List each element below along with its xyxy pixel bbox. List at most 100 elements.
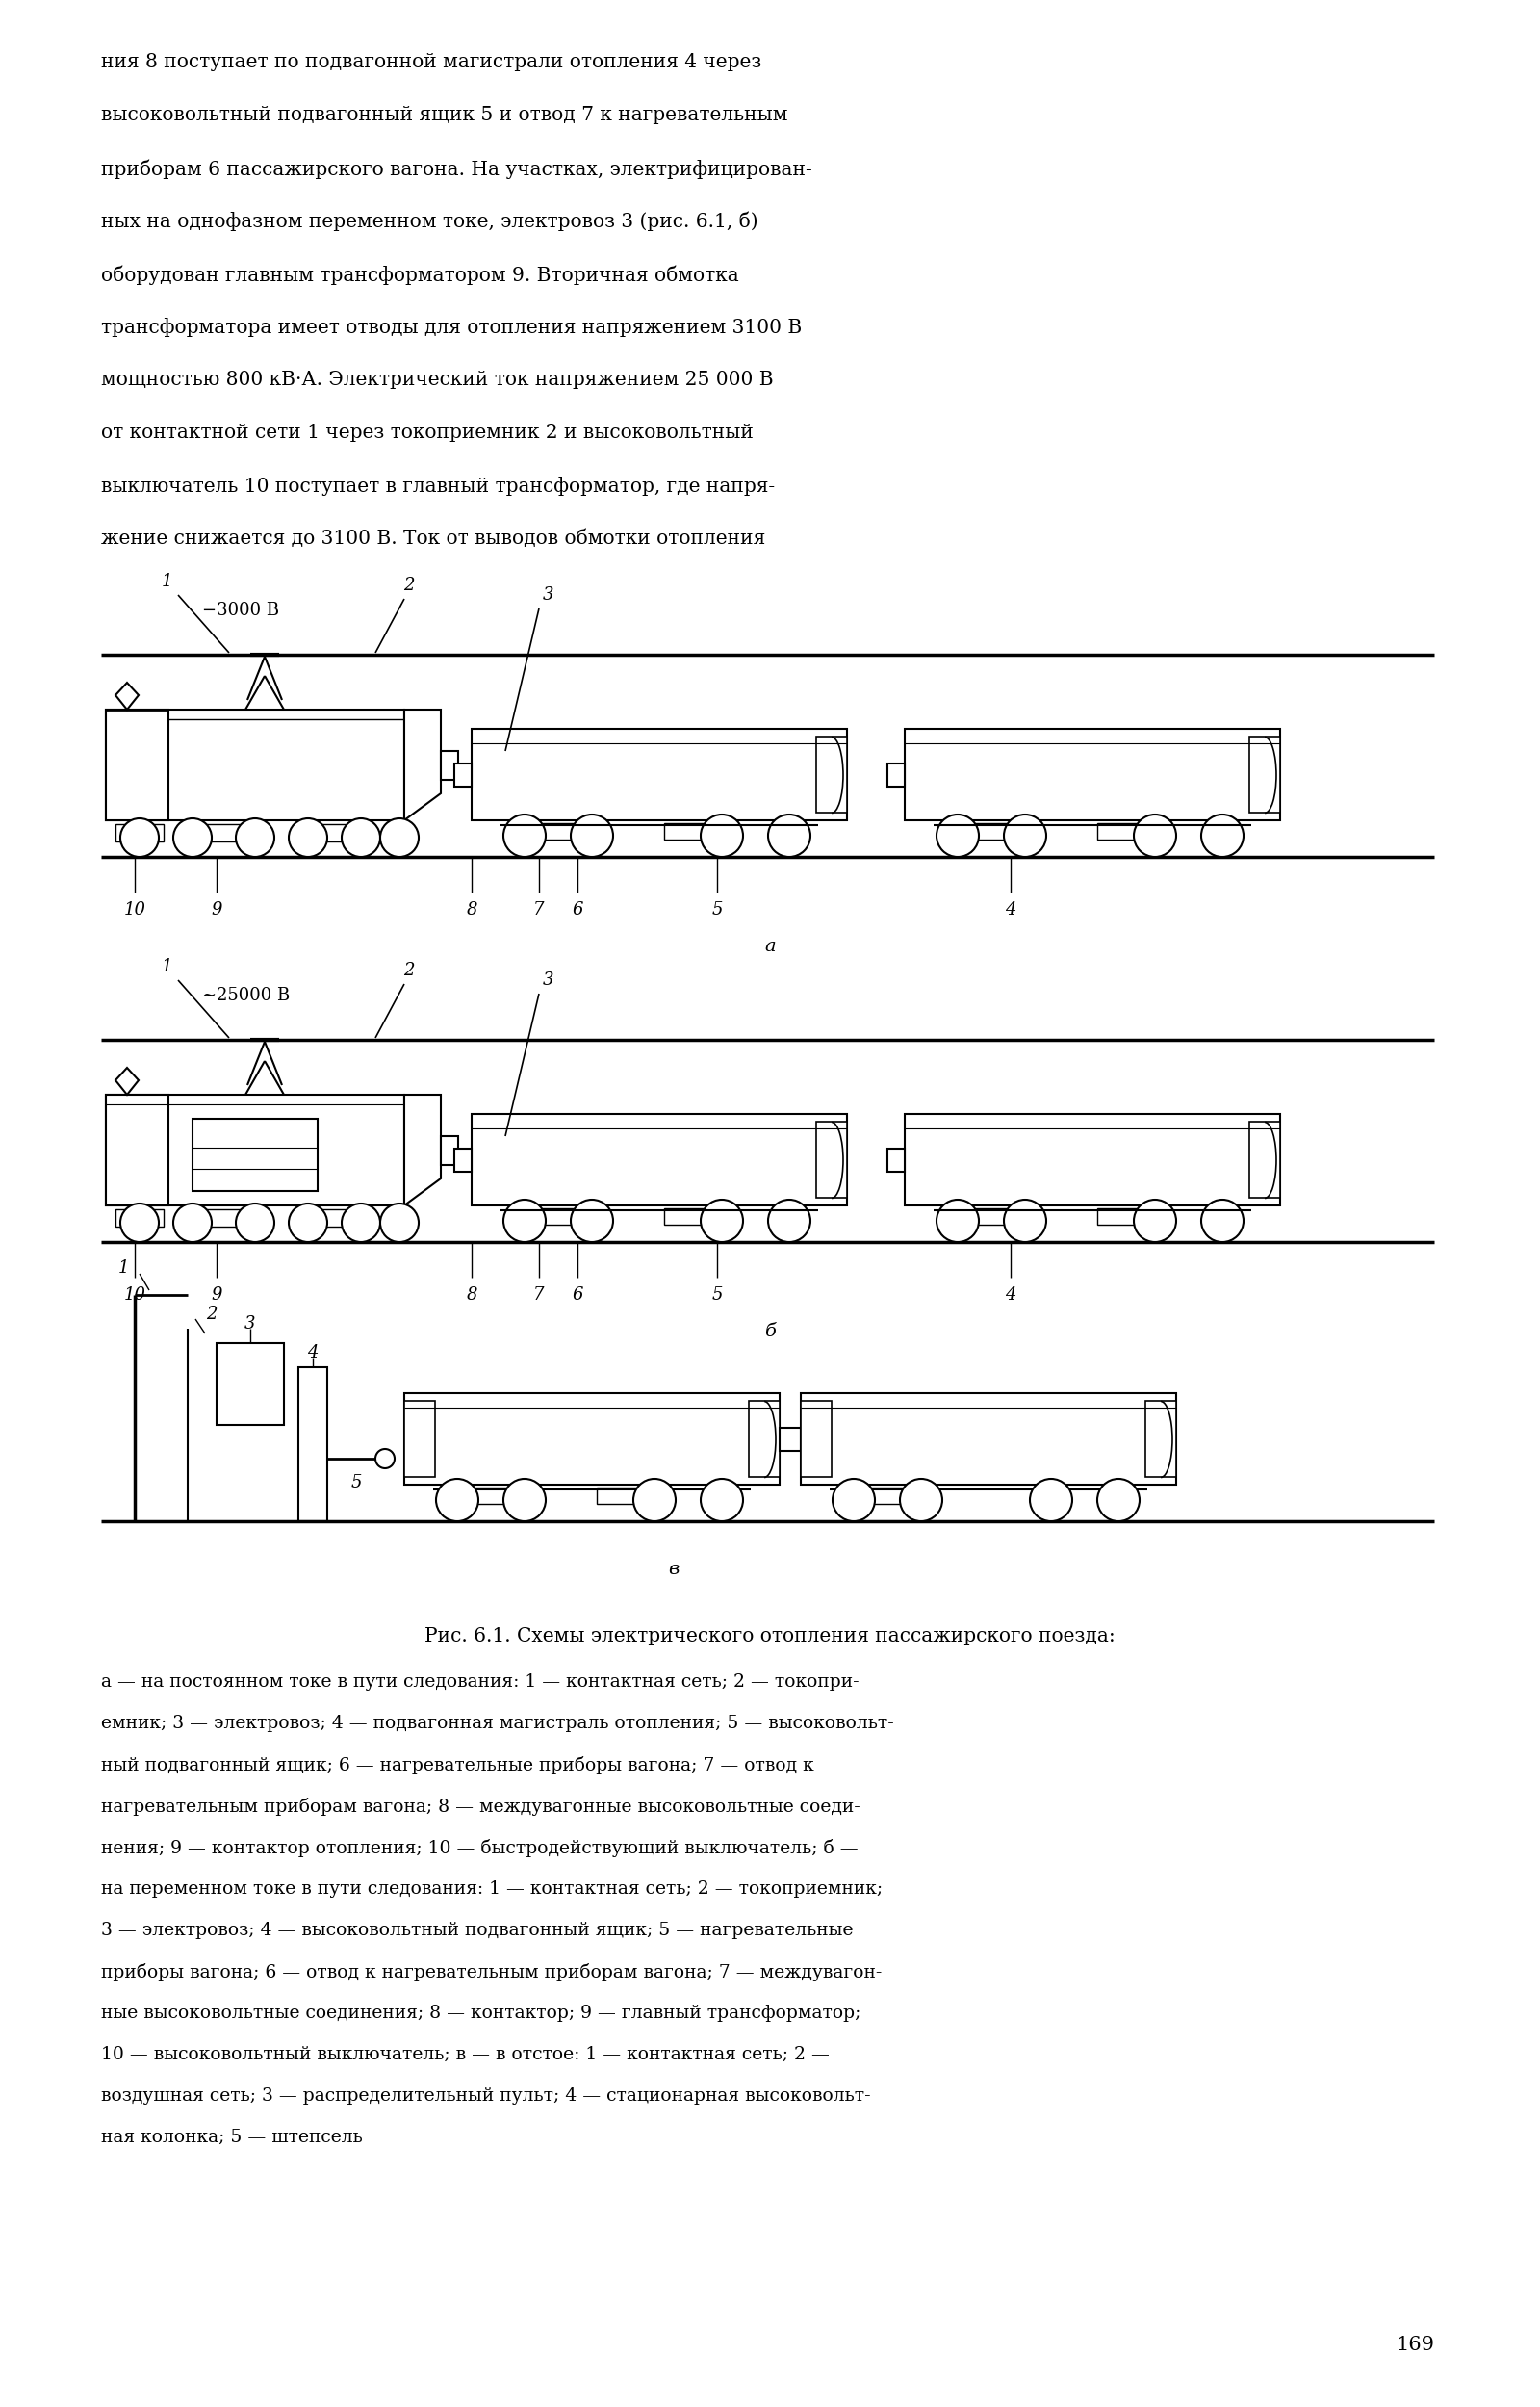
Circle shape — [380, 818, 419, 857]
Bar — [299, 1367, 326, 1521]
Bar — [202, 823, 260, 842]
Circle shape — [1201, 814, 1244, 857]
Circle shape — [172, 1204, 213, 1242]
Bar — [816, 1122, 847, 1199]
Circle shape — [833, 1478, 875, 1521]
Circle shape — [1096, 1478, 1140, 1521]
Text: −3000 В: −3000 В — [202, 602, 279, 619]
Bar — [779, 1427, 801, 1451]
Text: выключатель 10 поступает в главный трансформатор, где напря-: выключатель 10 поступает в главный транс… — [102, 477, 775, 496]
Bar — [1249, 737, 1280, 814]
Text: ~25000 В: ~25000 В — [202, 987, 290, 1004]
Circle shape — [504, 1478, 545, 1521]
Circle shape — [236, 1204, 274, 1242]
Bar — [106, 1095, 168, 1206]
Text: ный подвагонный ящик; 6 — нагревательные приборы вагона; 7 — отвод к: ный подвагонный ящик; 6 — нагревательные… — [102, 1757, 815, 1774]
Text: 2: 2 — [403, 578, 414, 595]
Circle shape — [1133, 1199, 1177, 1242]
Text: нагревательным приборам вагона; 8 — междувагонные высоковольтные соеди-: нагревательным приборам вагона; 8 — межд… — [102, 1798, 861, 1815]
Text: 8: 8 — [467, 1285, 477, 1305]
Bar — [816, 737, 847, 814]
Circle shape — [1030, 1478, 1072, 1521]
Bar — [217, 1343, 283, 1425]
Text: ных на однофазном переменном токе, электровоз 3 (рис. 6.1, б): ных на однофазном переменном токе, элект… — [102, 212, 758, 231]
Text: 2: 2 — [206, 1305, 217, 1324]
Circle shape — [172, 818, 213, 857]
Text: 5: 5 — [711, 900, 722, 919]
Bar — [801, 1394, 1177, 1485]
Text: б: б — [764, 1324, 776, 1341]
Bar — [471, 1488, 525, 1504]
Circle shape — [342, 1204, 380, 1242]
Text: 3: 3 — [245, 1314, 256, 1333]
Text: 4: 4 — [308, 1343, 319, 1362]
Circle shape — [120, 1204, 159, 1242]
Text: приборы вагона; 6 — отвод к нагревательным приборам вагона; 7 — междувагон-: приборы вагона; 6 — отвод к нагревательн… — [102, 1964, 882, 1981]
Bar — [440, 751, 459, 780]
Text: мощностью 800 кВ·А. Электрический ток напряжением 25 000 В: мощностью 800 кВ·А. Электрический ток на… — [102, 371, 773, 390]
Text: жение снижается до 3100 В. Ток от выводов обмотки отопления: жение снижается до 3100 В. Ток от выводо… — [102, 530, 765, 549]
Polygon shape — [116, 684, 139, 710]
Text: 8: 8 — [467, 900, 477, 919]
Bar — [906, 729, 1280, 821]
Text: 2: 2 — [403, 963, 414, 980]
Circle shape — [504, 1199, 545, 1242]
Circle shape — [701, 1199, 742, 1242]
Circle shape — [701, 814, 742, 857]
Circle shape — [571, 1199, 613, 1242]
Bar — [539, 823, 591, 840]
Circle shape — [936, 814, 979, 857]
Circle shape — [571, 814, 613, 857]
Bar — [454, 763, 471, 787]
Text: а: а — [764, 939, 776, 956]
Circle shape — [768, 1199, 810, 1242]
Bar — [972, 1208, 1026, 1225]
Text: на переменном токе в пути следования: 1 — контактная сеть; 2 — токоприемник;: на переменном токе в пути следования: 1 … — [102, 1880, 882, 1897]
Circle shape — [342, 818, 380, 857]
Polygon shape — [116, 1069, 139, 1095]
Text: 7: 7 — [533, 1285, 545, 1305]
Bar — [116, 1208, 163, 1228]
Circle shape — [1004, 1199, 1046, 1242]
Bar — [471, 1114, 847, 1206]
Circle shape — [899, 1478, 942, 1521]
Circle shape — [768, 814, 810, 857]
Text: 1: 1 — [162, 958, 172, 975]
Bar — [869, 1488, 921, 1504]
Text: 1: 1 — [162, 573, 172, 590]
Bar — [1096, 1208, 1150, 1225]
Text: 10: 10 — [123, 900, 146, 919]
Bar — [299, 823, 351, 842]
Bar — [106, 1095, 403, 1206]
Bar — [539, 1208, 591, 1225]
Circle shape — [1133, 814, 1177, 857]
Text: трансформатора имеет отводы для отопления напряжением 3100 В: трансформатора имеет отводы для отоплени… — [102, 318, 802, 337]
Bar — [299, 1208, 351, 1228]
Bar — [887, 763, 906, 787]
Bar — [664, 1208, 718, 1225]
Text: 10: 10 — [123, 1285, 146, 1305]
Text: приборам 6 пассажирского вагона. На участках, электрифицирован-: приборам 6 пассажирского вагона. На учас… — [102, 159, 812, 178]
Text: ния 8 поступает по подвагонной магистрали отопления 4 через: ния 8 поступает по подвагонной магистрал… — [102, 53, 762, 72]
Bar — [1146, 1401, 1177, 1478]
Text: ные высоковольтные соединения; 8 — контактор; 9 — главный трансформатор;: ные высоковольтные соединения; 8 — конта… — [102, 2005, 861, 2022]
Circle shape — [504, 814, 545, 857]
Bar — [801, 1401, 832, 1478]
Text: оборудован главным трансформатором 9. Вторичная обмотка: оборудован главным трансформатором 9. Вт… — [102, 265, 739, 284]
Text: от контактной сети 1 через токоприемник 2 и высоковольтный: от контактной сети 1 через токоприемник … — [102, 424, 753, 443]
Text: 4: 4 — [1006, 900, 1016, 919]
Circle shape — [936, 1199, 979, 1242]
Circle shape — [701, 1478, 742, 1521]
Text: высоковольтный подвагонный ящик 5 и отвод 7 к нагревательным: высоковольтный подвагонный ящик 5 и отво… — [102, 106, 788, 125]
Bar — [906, 1114, 1280, 1206]
Text: 10 — высоковольтный выключатель; в — в отстое: 1 — контактная сеть; 2 —: 10 — высоковольтный выключатель; в — в о… — [102, 2046, 830, 2063]
Bar — [972, 823, 1026, 840]
Text: 3 — электровоз; 4 — высоковольтный подвагонный ящик; 5 — нагревательные: 3 — электровоз; 4 — высоковольтный подва… — [102, 1921, 853, 1940]
Text: 4: 4 — [1006, 1285, 1016, 1305]
Text: 7: 7 — [533, 900, 545, 919]
Circle shape — [1201, 1199, 1244, 1242]
Bar — [471, 729, 847, 821]
Text: 5: 5 — [351, 1473, 362, 1492]
Text: воздушная сеть; 3 — распределительный пульт; 4 — стационарная высоковольт-: воздушная сеть; 3 — распределительный пу… — [102, 2087, 870, 2104]
Bar — [1249, 1122, 1280, 1199]
